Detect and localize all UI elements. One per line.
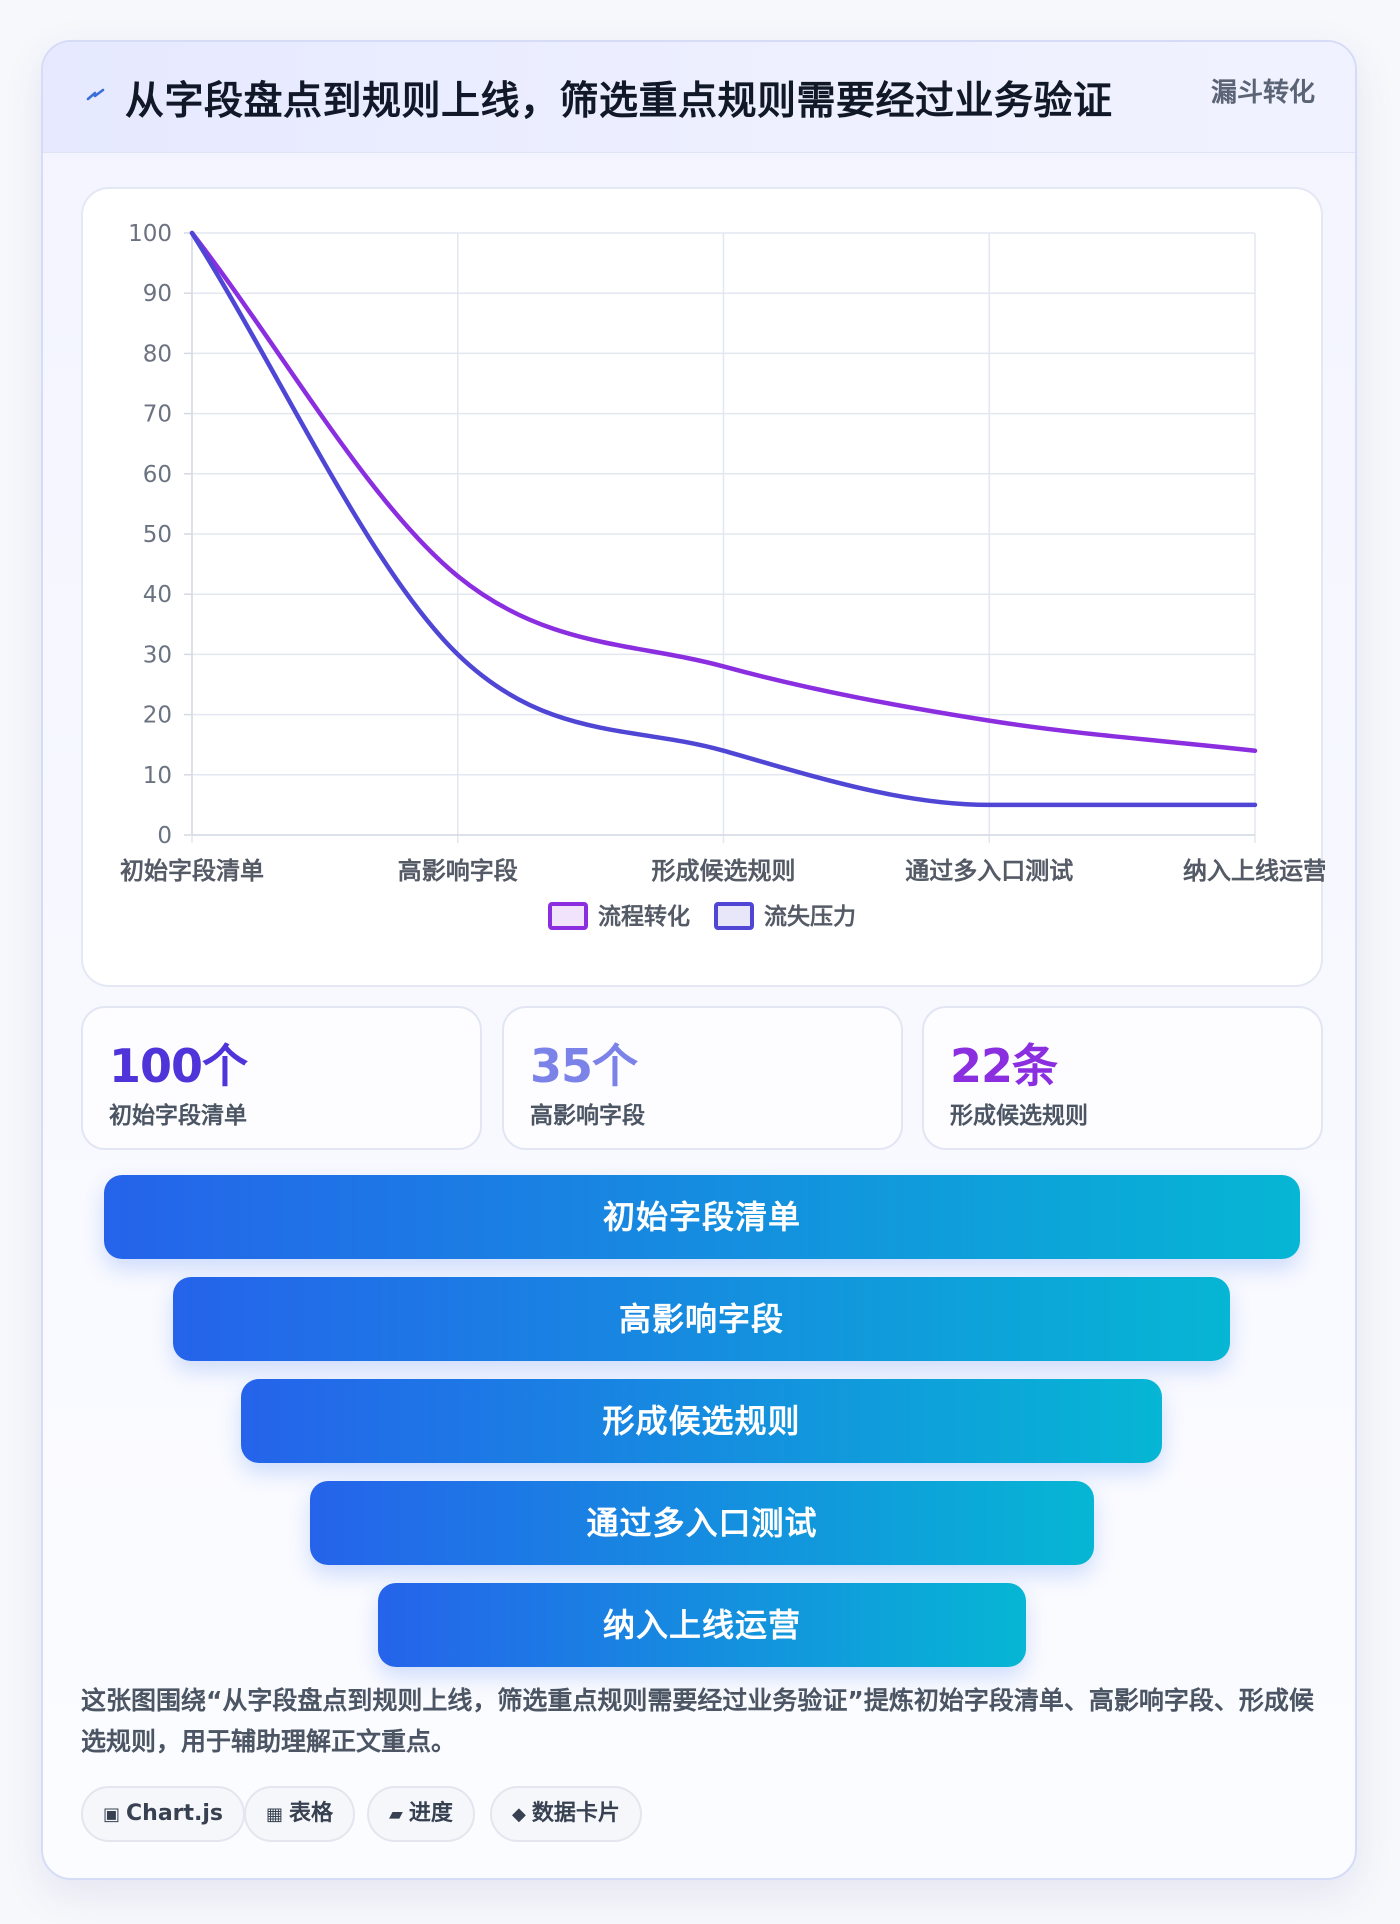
stat-value: 35个: [530, 1039, 638, 1093]
y-tick-label: 50: [143, 522, 172, 548]
y-tick-label: 100: [128, 221, 172, 247]
line-chart-panel: 0 10 20 30 40 50 60 70 80 90 100 初始字段清单 高影响字段 形成候选规则 通…: [81, 187, 1325, 987]
stat-label: 形成候选规则: [950, 1103, 1088, 1129]
progress-bar-icon: ▰: [389, 1804, 403, 1825]
funnel-step: 形成候选规则: [241, 1379, 1162, 1463]
y-tick-label: 0: [157, 823, 172, 849]
y-tick-label: 90: [143, 281, 172, 307]
funnel-step: 高影响字段: [173, 1277, 1230, 1361]
series-line-2: [189, 230, 1258, 808]
y-tick-label: 80: [143, 341, 172, 367]
card-header: 从字段盘点到规则上线，筛选重点规则需要经过业务验证 漏斗转化: [43, 42, 1355, 153]
legend-label: 流程转化: [598, 903, 690, 930]
x-tick-label: 通过多入口测试: [905, 857, 1073, 885]
y-tick-label: 70: [143, 402, 172, 428]
chip-label: 数据卡片: [531, 1801, 620, 1826]
chip-label: 表格: [289, 1801, 334, 1826]
y-tick-label: 20: [143, 703, 172, 729]
x-tick-label: 初始字段清单: [120, 857, 264, 885]
chip-label: Chart.js: [126, 1801, 224, 1826]
legend-swatch: [548, 902, 588, 930]
x-tick-label: 高影响字段: [398, 857, 518, 885]
funnel-step: 初始字段清单: [104, 1175, 1300, 1259]
stat-card-high-impact: 35个 高影响字段: [502, 1006, 903, 1150]
table-grid-icon: ▦: [266, 1804, 284, 1825]
header-tag: 漏斗转化: [1210, 78, 1315, 108]
legend-label: 流失压力: [764, 903, 856, 930]
stat-value: 100个: [109, 1039, 248, 1093]
bolt-icon: [86, 88, 105, 101]
y-tick-label: 30: [143, 642, 172, 668]
x-tick-label: 形成候选规则: [652, 857, 796, 885]
line-chart: 0 10 20 30 40 50 60 70 80 90 100 初始字段清单 高影响字段 形成候选规则 通…: [120, 221, 1325, 930]
y-tick-label: 60: [143, 462, 172, 488]
chart-square-icon: ▣: [103, 1804, 121, 1825]
stat-card-fields: 100个 初始字段清单: [81, 1006, 482, 1150]
legend-swatch: [714, 902, 754, 930]
stat-value: 22条: [950, 1039, 1058, 1093]
stat-card-rules: 22条 形成候选规则: [922, 1006, 1323, 1150]
description-text: 这张图围绕“从字段盘点到规则上线，筛选重点规则需要经过业务验证”提炼初始字段清单…: [81, 1686, 1314, 1756]
chip-progress: ▰ 进度: [367, 1786, 475, 1842]
stat-label: 高影响字段: [530, 1103, 645, 1129]
chip-label: 进度: [408, 1801, 453, 1826]
stat-cards: 100个 初始字段清单 35个 高影响字段 22条 形成候选规则: [81, 1006, 1323, 1150]
series-line-1: [189, 230, 1258, 753]
stat-label: 初始字段清单: [109, 1103, 247, 1129]
chip-chartjs: ▣ Chart.js: [81, 1786, 246, 1842]
y-tick-label: 40: [143, 582, 172, 608]
diamond-icon: ◆: [512, 1804, 526, 1825]
chip-table: ▦ 表格: [244, 1786, 356, 1842]
funnel-step: 纳入上线运营: [378, 1583, 1026, 1667]
x-tick-label: 纳入上线运营: [1183, 857, 1325, 885]
funnel-step: 通过多入口测试: [310, 1481, 1094, 1565]
infographic-card: 从字段盘点到规则上线，筛选重点规则需要经过业务验证 漏斗转化 0 10 20 30 40…: [41, 40, 1357, 1880]
chip-data-card: ◆ 数据卡片: [490, 1786, 642, 1842]
y-tick-label: 10: [143, 763, 172, 789]
page-title: 从字段盘点到规则上线，筛选重点规则需要经过业务验证: [125, 79, 1113, 124]
